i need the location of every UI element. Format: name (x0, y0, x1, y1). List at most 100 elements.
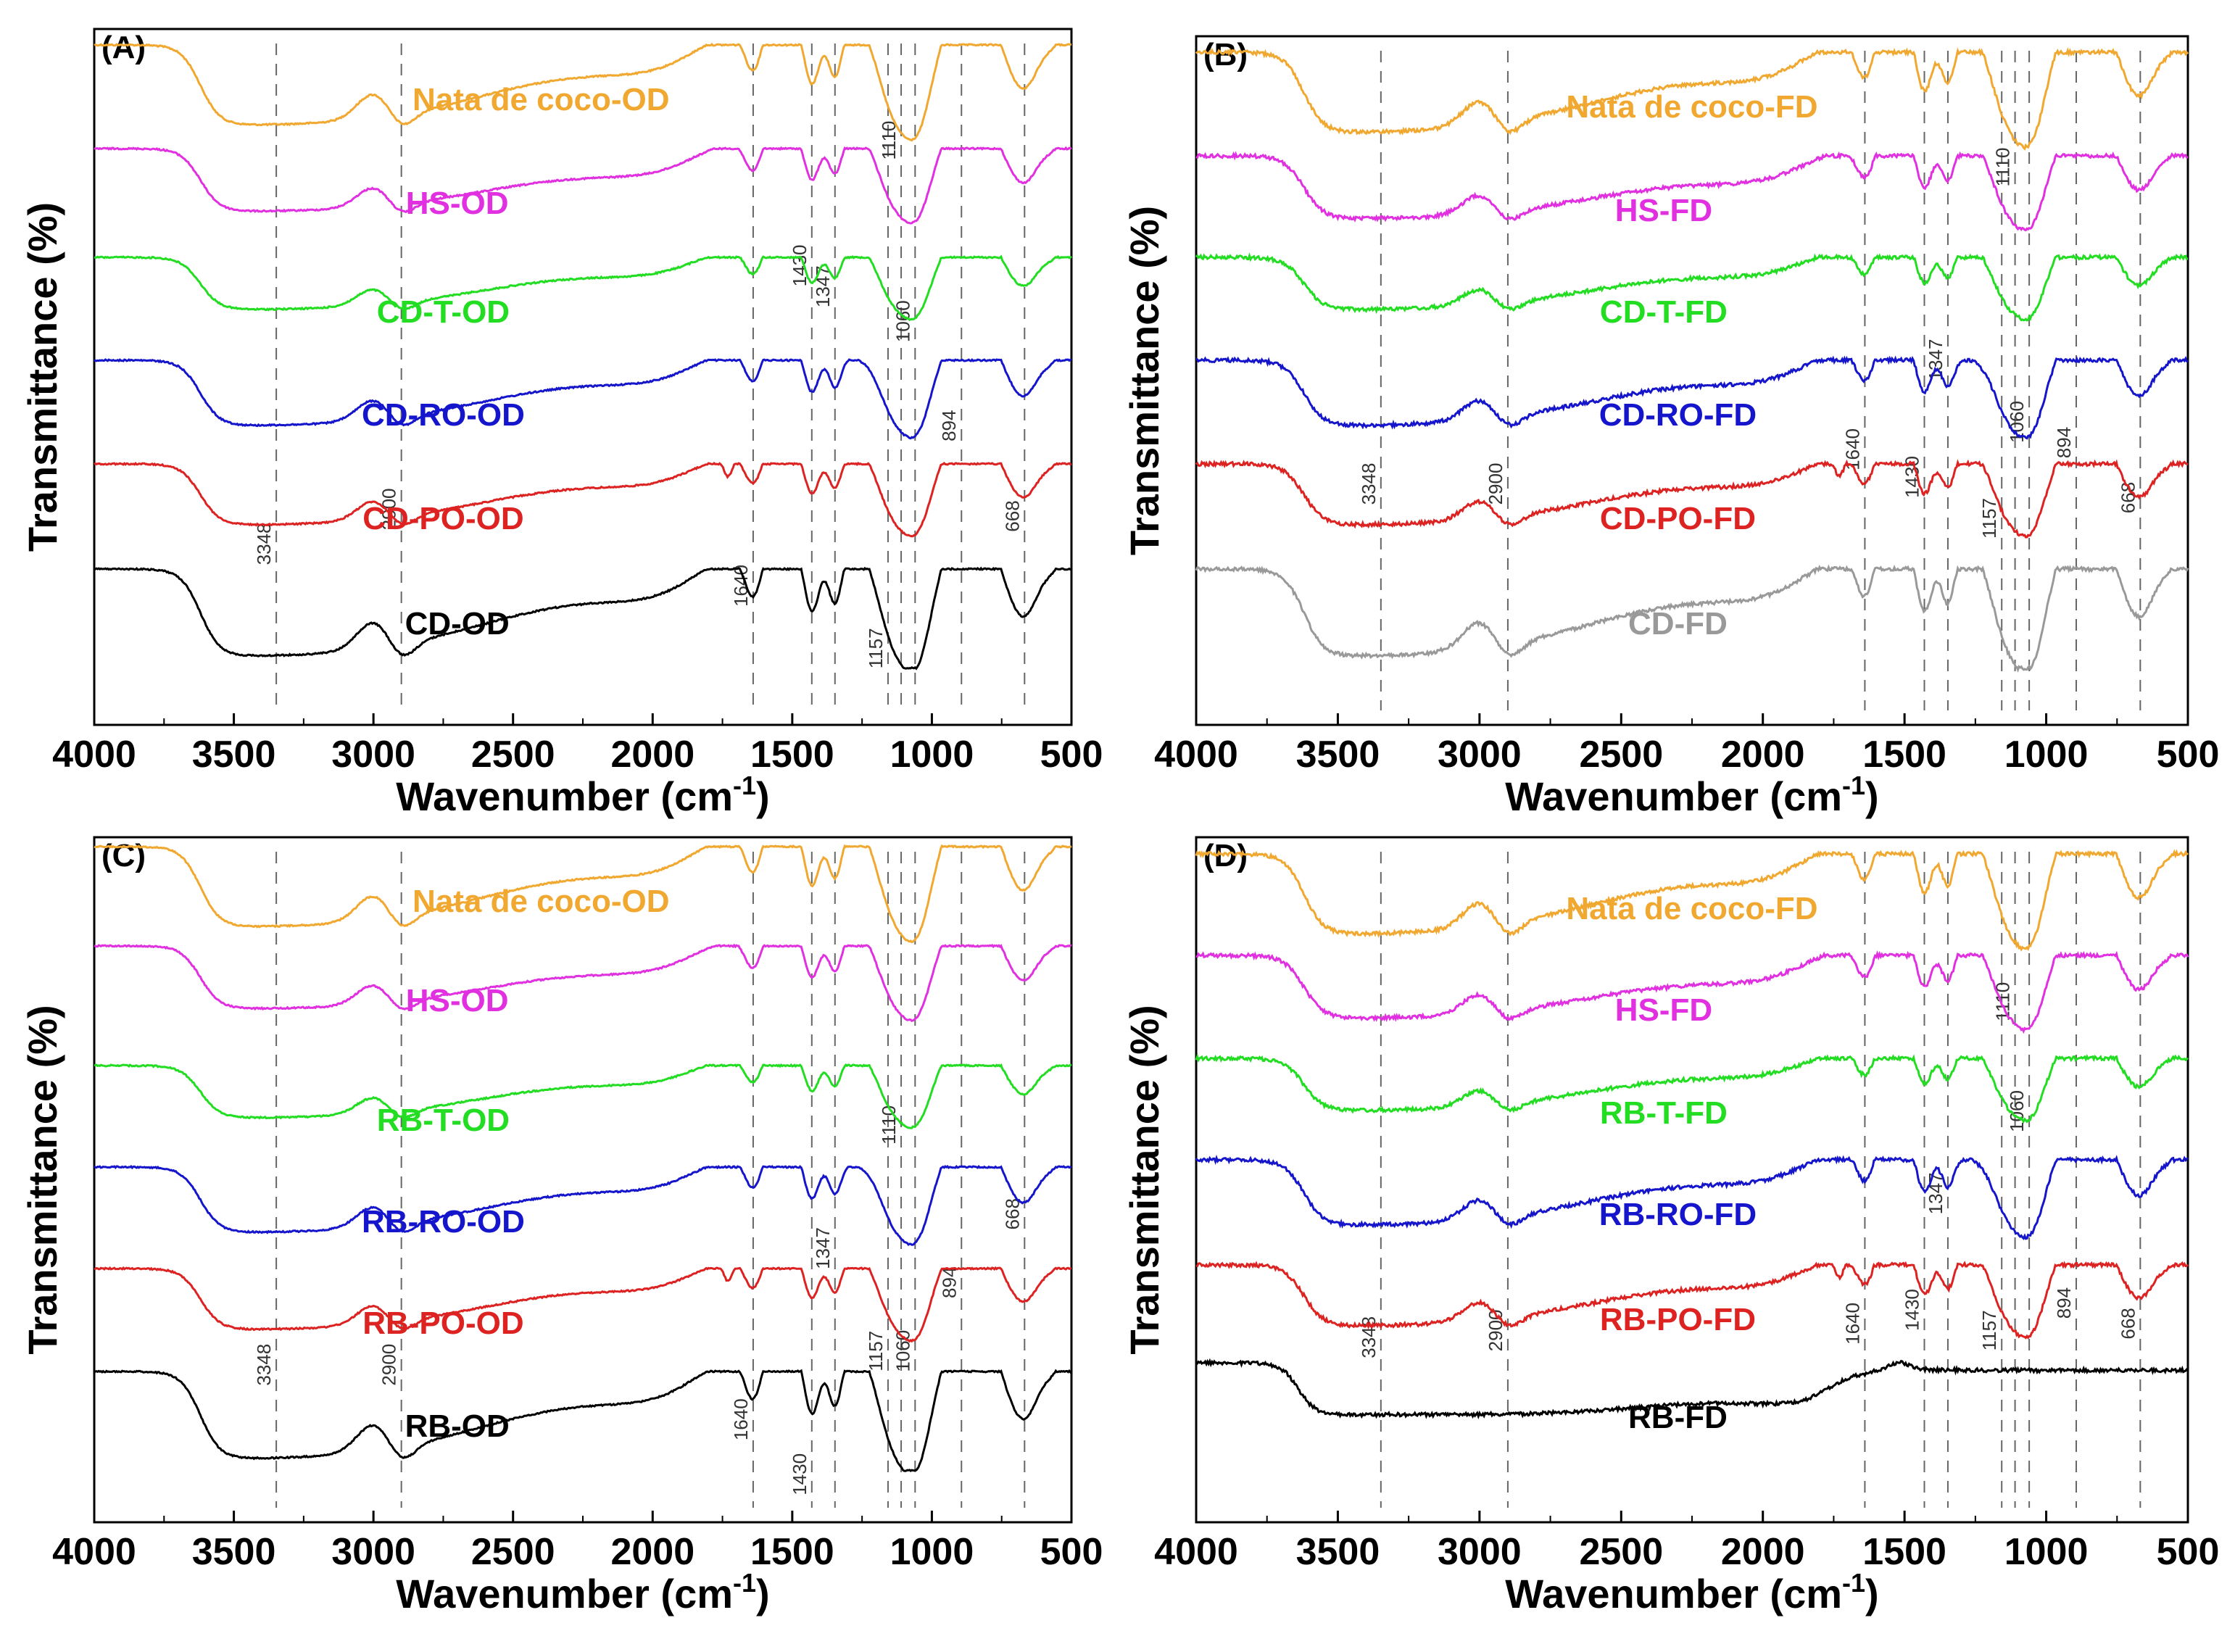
series-line-cd-fd (1195, 564, 2189, 673)
peak-label-3348: 3348 (253, 523, 275, 565)
series-line-cd-t-od (94, 254, 1072, 322)
panel-label: (C) (101, 838, 146, 873)
x-tick-label: 4000 (52, 734, 136, 776)
peak-label-1157: 1157 (1978, 1310, 2000, 1350)
peak-label-1640: 1640 (730, 1398, 752, 1440)
series-label: Nata de coco-OD (412, 884, 670, 919)
x-tick-label: 3000 (331, 1531, 415, 1573)
x-axis-title: Wavenumber (cm-1) (396, 1568, 769, 1616)
series-label: RB-OD (405, 1408, 510, 1444)
x-tick-label: 4000 (1154, 1531, 1238, 1573)
peak-label-1060: 1060 (892, 300, 913, 342)
series-line-hs-od (94, 943, 1072, 1022)
y-axis-title: Transmittance (%) (1121, 1005, 1167, 1354)
x-tick-label: 2500 (1579, 1531, 1663, 1573)
peak-label-894: 894 (938, 1267, 960, 1298)
peak-label-668: 668 (2117, 1308, 2139, 1339)
peak-label-1430: 1430 (1902, 1289, 1923, 1331)
y-axis-title: Transmittance (%) (20, 1005, 65, 1354)
peak-label-1110: 1110 (878, 121, 900, 160)
x-axis-title: Wavenumber (cm-1) (1505, 771, 1878, 819)
x-tick-label: 3000 (1438, 734, 1522, 776)
series-line-hs-od (94, 146, 1072, 225)
peak-label-2900: 2900 (1485, 463, 1506, 505)
x-tick-label: 2000 (610, 734, 694, 776)
peak-label-894: 894 (2053, 427, 2075, 458)
peak-label-894: 894 (938, 410, 960, 441)
series-line-cd-od (94, 566, 1072, 671)
x-tick-label: 3500 (1296, 734, 1380, 776)
x-axis-title: Wavenumber (cm-1) (1505, 1568, 1878, 1616)
x-tick-label: 1500 (750, 734, 834, 776)
series-label: HS-OD (406, 983, 509, 1018)
x-tick-label: 4000 (52, 1531, 136, 1573)
x-tick-label: 2000 (1721, 1531, 1805, 1573)
series-label: HS-FD (1615, 992, 1712, 1028)
peak-label-1157: 1157 (865, 1331, 887, 1371)
peak-label-1347: 1347 (812, 1227, 834, 1269)
x-tick-label: 1500 (1862, 1531, 1946, 1573)
x-tick-label: 3000 (1438, 1531, 1522, 1573)
series-line-cd-t-fd (1195, 252, 2189, 322)
x-axis-title: Wavenumber (cm-1) (396, 771, 769, 819)
x-tick-label: 4000 (1154, 734, 1238, 776)
series-label: Nata de coco-OD (412, 82, 670, 117)
peak-label-1157: 1157 (865, 628, 887, 668)
peak-label-3348: 3348 (253, 1344, 275, 1386)
panel-d: (D)3348 2900 1640 1430134711571110106089466… (1121, 836, 2220, 1616)
x-tick-label: 3000 (331, 734, 415, 776)
series-label: Nata de coco-FD (1566, 891, 1817, 926)
y-axis-title: Transmittance (%) (1121, 206, 1167, 555)
x-tick-label: 3500 (192, 1531, 276, 1573)
series-line-cd-po-fd (1195, 459, 2189, 539)
series-label: RB-T-FD (1600, 1095, 1728, 1131)
x-tick-label: 1500 (750, 1531, 834, 1573)
panel-label: (A) (101, 30, 146, 65)
series-line-rb-po-fd (1195, 1261, 2189, 1340)
panel-c: (C)3348 290016401430134711571110106089466… (20, 836, 1103, 1616)
series-line-cd-po-od (94, 461, 1072, 538)
series-line-nata-de-coco-od (94, 42, 1071, 142)
series-line-cd-ro-fd (1195, 355, 2189, 440)
peak-label-2900: 2900 (378, 1344, 400, 1386)
panel-label: (D) (1203, 838, 1248, 873)
series-label: CD-RO-OD (362, 397, 525, 433)
peak-label-668: 668 (1001, 500, 1023, 531)
series-line-cd-ro-od (94, 357, 1072, 440)
series-line-rb-ro-od (94, 1165, 1072, 1247)
peak-label-1110: 1110 (878, 1105, 900, 1145)
peak-label-894: 894 (2053, 1287, 2075, 1319)
series-line-rb-po-od (94, 1266, 1071, 1343)
series-line-nata-de-coco-od (94, 844, 1072, 944)
series-label: RB-T-OD (377, 1103, 510, 1138)
series-label: HS-FD (1615, 193, 1712, 228)
series-label: Nata de coco-FD (1566, 89, 1817, 125)
plot-frame (93, 28, 1073, 726)
x-tick-label: 3500 (192, 734, 276, 776)
x-tick-label: 500 (1040, 734, 1103, 776)
panel-label: (B) (1203, 37, 1248, 72)
series-line-rb-fd (1195, 1358, 2189, 1420)
x-tick-label: 1000 (2004, 1531, 2089, 1573)
x-tick-label: 1000 (890, 1531, 974, 1573)
series-line-rb-od (94, 1369, 1072, 1472)
series-label: RB-FD (1628, 1400, 1728, 1435)
peak-label-1640: 1640 (1841, 1303, 1863, 1345)
x-tick-label: 1500 (1862, 734, 1946, 776)
x-tick-label: 2500 (471, 734, 555, 776)
series-line-hs-fd (1195, 151, 2189, 232)
peak-label-1430: 1430 (789, 244, 810, 286)
series-label: CD-FD (1628, 606, 1728, 642)
series-line-rb-ro-fd (1195, 1154, 2189, 1240)
x-tick-label: 2000 (1721, 734, 1805, 776)
peak-label-2900: 2900 (378, 488, 400, 530)
x-tick-label: 500 (2157, 734, 2220, 776)
series-label: CD-T-OD (377, 294, 510, 330)
series-label: HS-OD (406, 186, 509, 221)
series-label: CD-T-FD (1600, 294, 1728, 330)
series-label: RB-PO-OD (362, 1306, 523, 1341)
series-line-hs-fd (1195, 950, 2189, 1034)
x-tick-label: 500 (2157, 1531, 2220, 1573)
